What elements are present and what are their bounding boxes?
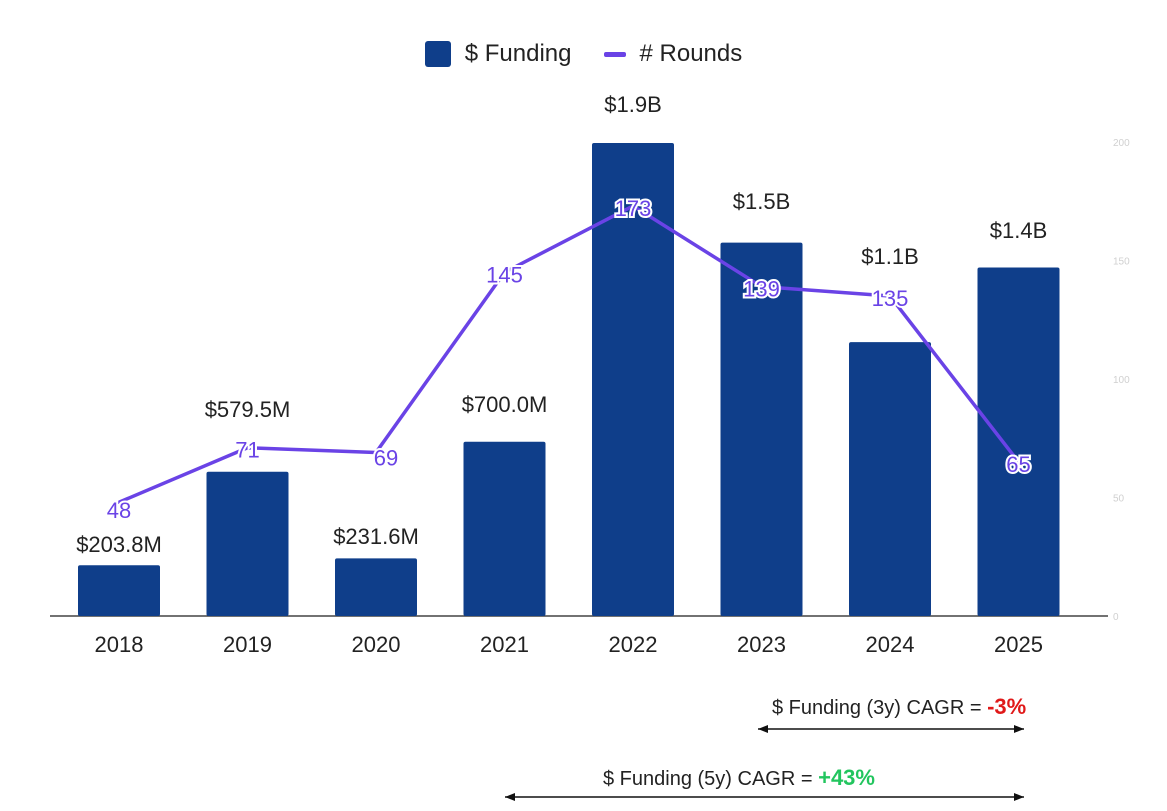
line-label-2021: 145 [486, 262, 523, 287]
right-axis-tick-100: 100 [1113, 375, 1130, 386]
cagr-5y-annotation: $ Funding (5y) CAGR = +43% [603, 765, 875, 791]
bar-label-2024: $1.1B [861, 244, 919, 269]
bar-2020 [335, 558, 417, 616]
line-label-2022: 173 [615, 196, 652, 221]
bar-2025 [977, 267, 1060, 616]
right-axis-tick-0: 0 [1113, 612, 1119, 623]
line-label-2025: 65 [1006, 452, 1030, 477]
line-label-2020: 69 [374, 445, 398, 470]
right-axis-tick-200: 200 [1113, 138, 1130, 149]
right-axis-tick-150: 150 [1113, 257, 1130, 268]
x-tick-2022: 2022 [609, 632, 658, 657]
line-label-2023: 139 [743, 277, 780, 302]
cagr-3y-annotation: $ Funding (3y) CAGR = -3% [772, 694, 1026, 720]
line-rounds [117, 204, 1021, 504]
bar-label-2025: $1.4B [990, 218, 1048, 243]
bar-2022 [592, 143, 674, 616]
line-label-2019: 71 [235, 438, 259, 463]
line-label-2024: 135 [872, 286, 909, 311]
x-tick-2024: 2024 [866, 632, 915, 657]
cagr-3y-arrow-head-right [1014, 725, 1024, 733]
cagr-3y-arrow-head-left [758, 725, 768, 733]
bar-label-2019: $579.5M [205, 397, 291, 422]
bar-2024 [849, 342, 931, 616]
bar-label-2021: $700.0M [462, 392, 548, 417]
bar-label-2018: $203.8M [76, 532, 162, 557]
bar-label-2020: $231.6M [333, 524, 419, 549]
legend-item-funding: $ Funding [424, 40, 572, 68]
cagr-5y-label: $ Funding (5y) CAGR = [603, 768, 819, 790]
cagr-5y-arrow-head-left [505, 793, 515, 801]
legend: $ Funding # Rounds [0, 40, 1167, 68]
x-tick-2020: 2020 [352, 632, 401, 657]
bar-2021 [463, 441, 546, 616]
legend-swatch-funding [424, 41, 451, 67]
bar-label-2023: $1.5B [733, 189, 791, 214]
x-tick-2021: 2021 [480, 632, 529, 657]
right-axis-tick-50: 50 [1113, 494, 1125, 505]
bar-2018 [78, 565, 160, 616]
cagr-3y-label: $ Funding (3y) CAGR = [772, 697, 988, 719]
bar-2023 [720, 242, 803, 616]
bar-label-2022: $1.9B [604, 92, 662, 117]
legend-item-rounds: # Rounds [603, 40, 743, 68]
legend-label-funding: $ Funding [464, 40, 572, 67]
x-tick-2019: 2019 [223, 632, 272, 657]
legend-swatch-rounds [603, 51, 626, 57]
x-tick-2018: 2018 [95, 632, 144, 657]
cagr-3y-value: -3% [987, 694, 1027, 719]
x-tick-2025: 2025 [994, 632, 1043, 657]
legend-label-rounds: # Rounds [639, 40, 743, 67]
line-label-2018: 48 [107, 498, 131, 523]
cagr-5y-value: +43% [818, 765, 875, 790]
cagr-5y-arrow-head-right [1014, 793, 1024, 801]
x-tick-2023: 2023 [737, 632, 786, 657]
bar-2019 [206, 471, 289, 616]
